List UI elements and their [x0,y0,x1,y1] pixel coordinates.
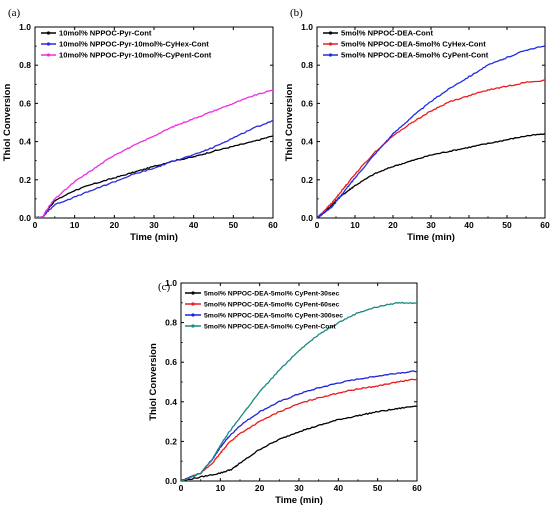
x-tick-label: 30 [426,220,436,230]
legend-label: 5mol% NPPOC-DEA-5mol% CyPent-300sec [204,313,343,320]
x-tick-label: 60 [268,220,278,230]
legend-label: 5mol% NPPOC-DEA-5mol% CyPent-Cont [341,51,489,60]
legend-label: 5mol% NPPOC-DEA-5mol% CyPent-60sec [204,302,339,309]
x-axis-label: Time (min) [407,232,455,243]
x-tick-label: 10 [216,483,226,493]
y-tick-label: 0.4 [301,137,313,147]
y-axis-label: Thiol Conversion [148,343,159,421]
legend-label: 5mol% NPPOC-DEA-5mol% CyHex-Cont [341,40,486,49]
y-tick-label: 0.0 [165,476,177,486]
series-line-1 [317,132,545,218]
x-axis-label: Time (min) [130,232,178,243]
legend: 5mol% NPPOC-DEA-Cont 5mol% NPPOC-DEA-5mol… [323,29,489,60]
legend-marker [46,53,51,57]
legend-marker [328,31,333,35]
legend-label: 10mol% NPPOC-Pyr-Cont [59,29,152,38]
y-tick-label: 0.4 [165,397,177,407]
legend: 10mol% NPPOC-Pyr-Cont 10mol% NPPOC-Pyr-10… [41,29,212,60]
x-tick-label: 20 [255,483,265,493]
y-tick-label: 0.2 [19,175,31,185]
chart-panel-a: (a) 0 10 20 30 40 50 60 0.0 0.2 0.4 0.6 0.8 1.0 Time (… [2,7,278,243]
x-tick-label: 20 [110,220,120,230]
y-tick-label: 0.8 [19,60,31,70]
x-tick-label: 0 [179,483,184,493]
legend-marker [46,31,51,35]
series-line-1 [35,135,273,218]
legend-label: 10mol% NPPOC-Pyr-10mol%-CyHex-Cont [59,40,209,49]
y-tick-label: 1.0 [165,278,177,288]
legend-marker [191,291,195,295]
y-tick-label: 0.0 [301,213,313,223]
y-axis-label: Thiol Conversion [284,84,295,162]
y-tick-label: 0.4 [19,137,31,147]
y-tick-label: 0.8 [165,318,177,328]
legend-marker [46,42,51,46]
series-line-1 [181,405,417,481]
x-tick-label: 60 [412,483,422,493]
series-line-2 [317,79,545,218]
x-tick-label: 60 [540,220,550,230]
x-tick-label: 10 [70,220,80,230]
series-line-2 [35,119,273,218]
legend-marker [191,324,195,328]
y-axis-label: Thiol Conversion [2,84,13,162]
x-tick-label: 50 [502,220,512,230]
y-tick-label: 0.6 [19,98,31,108]
y-tick-label: 0.6 [301,98,313,108]
x-tick-label: 30 [294,483,304,493]
legend: 5mol% NPPOC-DEA-5mol% CyPent-30sec 5mol% … [185,291,343,331]
chart-panel-c: (c) 0 10 20 30 40 50 60 0.0 0.2 0.4 0.6 0.8 1.0 Time (… [148,278,422,506]
legend-marker [328,42,333,46]
panel-label: (a) [8,7,21,19]
y-tick-label: 0.2 [301,175,313,185]
panel-label: (b) [290,7,303,19]
x-axis-label: Time (min) [275,495,323,506]
y-tick-label: 0.8 [301,60,313,70]
series-line-3 [317,45,545,218]
legend-label: 5mol% NPPOC-DEA-5mol% CyPent-30sec [204,291,339,298]
x-tick-label: 20 [388,220,398,230]
legend-label: 5mol% NPPOC-DEA-5mol% CyPent-Cont [204,324,337,331]
x-tick-label: 0 [33,220,38,230]
panel-label: (c) [158,281,171,293]
y-tick-label: 1.0 [301,22,313,32]
series-line-4 [181,301,417,481]
legend-marker [328,53,333,57]
legend-marker [191,313,195,317]
series-line-2 [181,378,417,481]
y-tick-label: 0.2 [165,436,177,446]
x-tick-label: 50 [373,483,383,493]
x-tick-label: 30 [149,220,159,230]
x-tick-label: 10 [350,220,360,230]
chart-panel-b: (b) 0 10 20 30 40 50 60 0.0 0.2 0.4 0.6 0.8 1.0 Time (… [284,7,550,243]
x-tick-label: 0 [315,220,320,230]
series-line-3 [35,89,273,218]
legend-label: 10mol% NPPOC-Pyr-10mol%-CyPent-Cont [59,51,212,60]
series-line-3 [181,370,417,481]
x-tick-label: 40 [189,220,199,230]
legend-label: 5mol% NPPOC-DEA-Cont [341,29,433,38]
x-tick-label: 40 [334,483,344,493]
y-tick-label: 1.0 [19,22,31,32]
x-tick-label: 50 [229,220,239,230]
y-tick-label: 0.0 [19,213,31,223]
legend-marker [191,302,195,306]
y-tick-label: 0.6 [165,357,177,367]
x-tick-label: 40 [464,220,474,230]
